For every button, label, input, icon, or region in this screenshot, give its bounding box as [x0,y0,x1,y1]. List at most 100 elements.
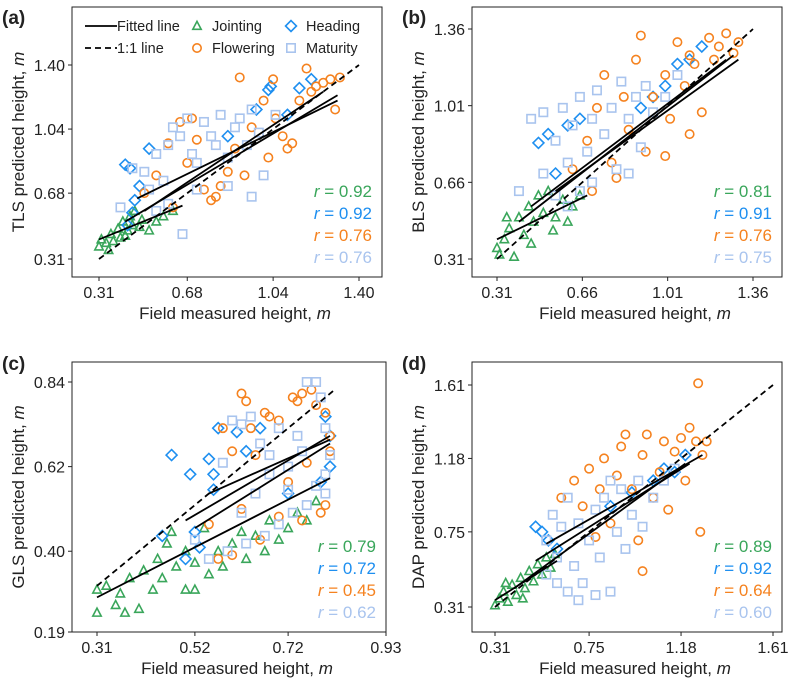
data-point-heading [261,83,275,97]
panel-d: (d) 0.31 0.75 1.18 1.61 0.31 0.75 1.18 1.61 Field… [402,354,789,678]
data-point-maturity [301,376,312,387]
y-tick-label: 1.61 [434,378,465,395]
data-point-jointing [547,224,559,235]
data-point-maturity [258,170,269,181]
x-axis-label: Field measured height, m [539,304,731,323]
x-tick-label: 0.31 [479,640,510,657]
data-point-flowering [626,484,637,495]
x-tick-label: 0.68 [172,285,203,302]
data-point-heading [550,542,564,556]
data-point-heading [678,448,692,462]
data-point-maturity [556,521,567,532]
data-point-flowering [213,553,224,564]
r-value: = 0.64 [720,581,772,600]
panel-a: (a) 0.31 0.68 1.04 1.40 0.31 0.68 1.04 1.40 Field… [2,6,383,323]
data-point-heading [548,166,563,181]
data-point-flowering [246,122,257,133]
data-point-flowering [306,86,317,97]
r-symbol: r [714,559,721,578]
axis-label-unit: m [9,405,28,419]
y-tick-label: 0.31 [434,252,465,269]
data-point-flowering [684,50,695,61]
data-point-maturity [175,131,186,142]
data-point-maturity [139,166,150,177]
data-point-flowering [241,396,252,407]
data-point-jointing [166,525,178,537]
axis-label-text: GLS predicted height, [9,420,28,589]
data-point-jointing [114,587,126,598]
data-point-maturity [189,534,200,545]
y-tick-label: 0.84 [34,375,65,392]
data-point-jointing [212,544,224,556]
data-point-flowering [648,492,659,503]
data-point-maturity [182,113,193,124]
data-point-jointing [122,224,134,235]
data-point-heading [573,112,587,126]
axes-frame [71,361,387,633]
data-point-flowering [695,526,706,537]
data-point-maturity [255,438,266,449]
data-point-heading [211,421,225,435]
r-label-flowering: r = 0.76 [714,226,772,245]
data-point-flowering [733,37,744,48]
data-point-flowering [215,181,226,192]
axis-label-unit: m [317,304,331,323]
data-point-maturity [584,535,595,546]
data-point-maturity [301,500,312,511]
data-point-maturity [210,140,221,151]
data-point-flowering [301,63,312,74]
data-point-maturity [283,484,294,495]
data-point-heading [670,57,685,71]
x-axis-label: Field measured height, m [141,659,333,678]
data-point-maturity [541,569,552,580]
r-symbol: r [318,537,325,556]
y-tick-label: 0.75 [434,525,465,542]
data-point-flowering [689,59,700,70]
axes-frame [471,361,783,633]
legend: Fitted line 1:1 line Jointing Flowering Head… [85,19,360,57]
y-axis-label: TLS predicted height, m [9,52,28,233]
axis-label-text: Field measured height, [539,659,717,678]
series-maturity [513,70,683,212]
data-point-flowering [198,184,209,195]
data-point-jointing [523,564,535,576]
data-point-flowering [217,423,228,434]
data-point-maturity [236,419,247,430]
data-point-flowering [684,129,695,140]
r-value: = 0.60 [720,603,772,622]
data-point-flowering [641,429,652,440]
plot-area [91,376,337,617]
r-value: = 0.76 [720,226,772,245]
data-point-jointing [119,606,131,617]
y-tick-label: 0.31 [434,600,465,617]
data-point-flowering [294,95,305,106]
data-point-flowering [297,515,308,526]
data-point-maturity [513,186,524,197]
data-point-flowering [693,378,704,389]
data-point-maturity [637,521,648,532]
data-point-maturity [550,135,561,146]
data-point-flowering [182,157,193,168]
r-value: = 0.92 [320,204,372,223]
series-flowering [567,28,744,197]
r-label-jointing: r = 0.89 [714,537,772,556]
data-point-maturity [115,202,126,213]
data-point-heading [221,129,235,143]
data-point-flowering [696,107,707,118]
data-point-flowering [637,566,648,577]
data-point-maturity [611,526,622,537]
panel-label: (c) [2,354,25,375]
data-point-flowering [577,501,588,512]
data-point-jointing [508,250,520,261]
data-point-flowering [227,446,238,457]
data-point-flowering [250,450,261,461]
x-axis-label: Field measured height, m [539,659,731,678]
r-value: = 0.75 [720,248,772,267]
r-symbol: r [318,559,325,578]
data-point-maturity [574,186,585,197]
panel-label: (d) [402,354,426,375]
data-point-maturity [616,76,627,87]
series-maturity [541,463,680,606]
data-point-flowering [672,37,683,48]
data-point-flowering [721,28,732,39]
